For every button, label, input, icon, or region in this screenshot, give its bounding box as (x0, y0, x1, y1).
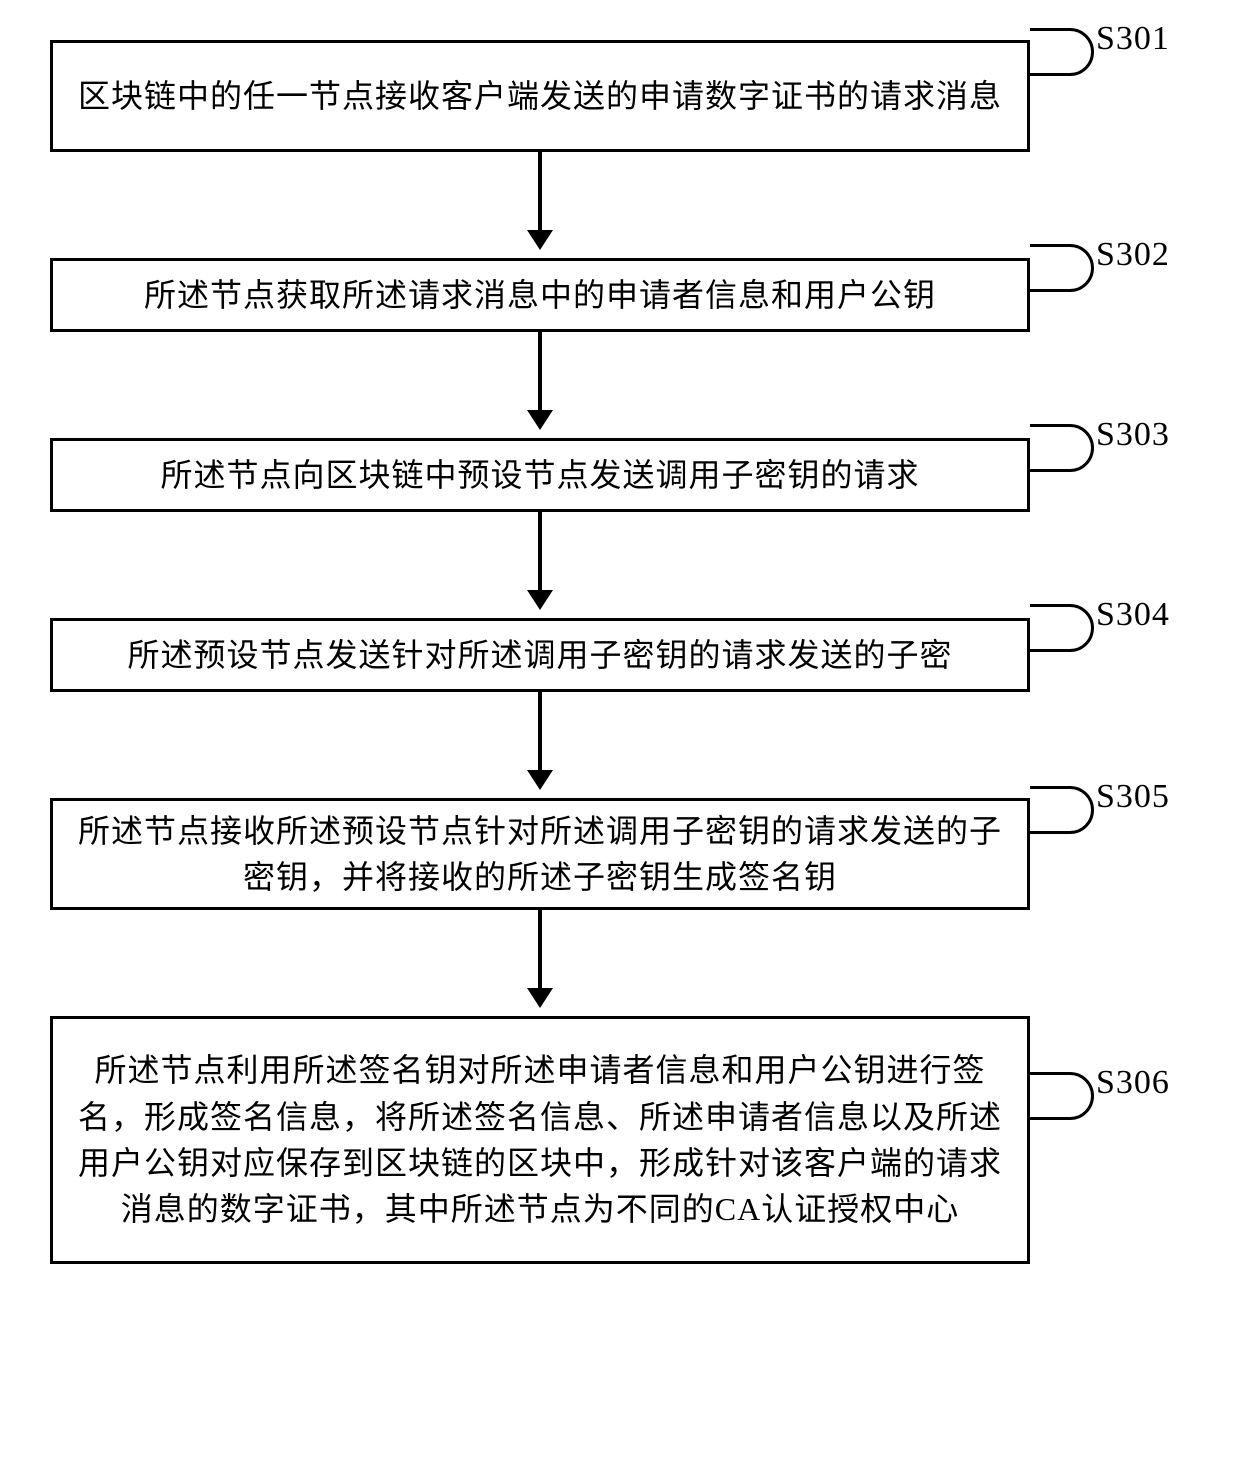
step-label: S306 (1096, 1064, 1170, 1102)
flow-arrow (50, 332, 1030, 438)
step-box: 所述节点利用所述签名钥对所述申请者信息和用户公钥进行签名，形成签名信息，将所述签… (50, 1016, 1030, 1264)
step-text: 所述预设节点发送针对所述调用子密钥的请求发送的子密 (127, 632, 952, 678)
step-box: 所述预设节点发送针对所述调用子密钥的请求发送的子密 (50, 618, 1030, 692)
flow-step-s304: 所述预设节点发送针对所述调用子密钥的请求发送的子密S304 (50, 618, 1190, 692)
step-label: S303 (1096, 416, 1170, 454)
step-text: 所述节点利用所述签名钥对所述申请者信息和用户公钥进行签名，形成签名信息，将所述签… (77, 1047, 1003, 1233)
step-label: S301 (1096, 20, 1170, 58)
flow-step-s303: 所述节点向区块链中预设节点发送调用子密钥的请求S303 (50, 438, 1190, 512)
step-text: 所述节点接收所述预设节点针对所述调用子密钥的请求发送的子密钥，并将接收的所述子密… (77, 808, 1003, 901)
step-box: 所述节点向区块链中预设节点发送调用子密钥的请求 (50, 438, 1030, 512)
step-box: 所述节点接收所述预设节点针对所述调用子密钥的请求发送的子密钥，并将接收的所述子密… (50, 798, 1030, 910)
step-text: 所述节点获取所述请求消息中的申请者信息和用户公钥 (144, 272, 936, 318)
flow-step-s306: 所述节点利用所述签名钥对所述申请者信息和用户公钥进行签名，形成签名信息，将所述签… (50, 1016, 1190, 1264)
flow-arrow (50, 512, 1030, 618)
flow-step-s301: 区块链中的任一节点接收客户端发送的申请数字证书的请求消息S301 (50, 40, 1190, 152)
step-label: S304 (1096, 596, 1170, 634)
step-label: S305 (1096, 778, 1170, 816)
flow-arrow (50, 152, 1030, 258)
step-text: 区块链中的任一节点接收客户端发送的申请数字证书的请求消息 (78, 73, 1002, 119)
flow-arrow (50, 910, 1030, 1016)
flow-arrow (50, 692, 1030, 798)
flowchart-diagram: 区块链中的任一节点接收客户端发送的申请数字证书的请求消息S301 所述节点获取所述… (50, 40, 1190, 1264)
step-label: S302 (1096, 236, 1170, 274)
flow-step-s305: 所述节点接收所述预设节点针对所述调用子密钥的请求发送的子密钥，并将接收的所述子密… (50, 798, 1190, 910)
flow-step-s302: 所述节点获取所述请求消息中的申请者信息和用户公钥S302 (50, 258, 1190, 332)
step-text: 所述节点向区块链中预设节点发送调用子密钥的请求 (160, 452, 919, 498)
step-box: 区块链中的任一节点接收客户端发送的申请数字证书的请求消息 (50, 40, 1030, 152)
step-box: 所述节点获取所述请求消息中的申请者信息和用户公钥 (50, 258, 1030, 332)
